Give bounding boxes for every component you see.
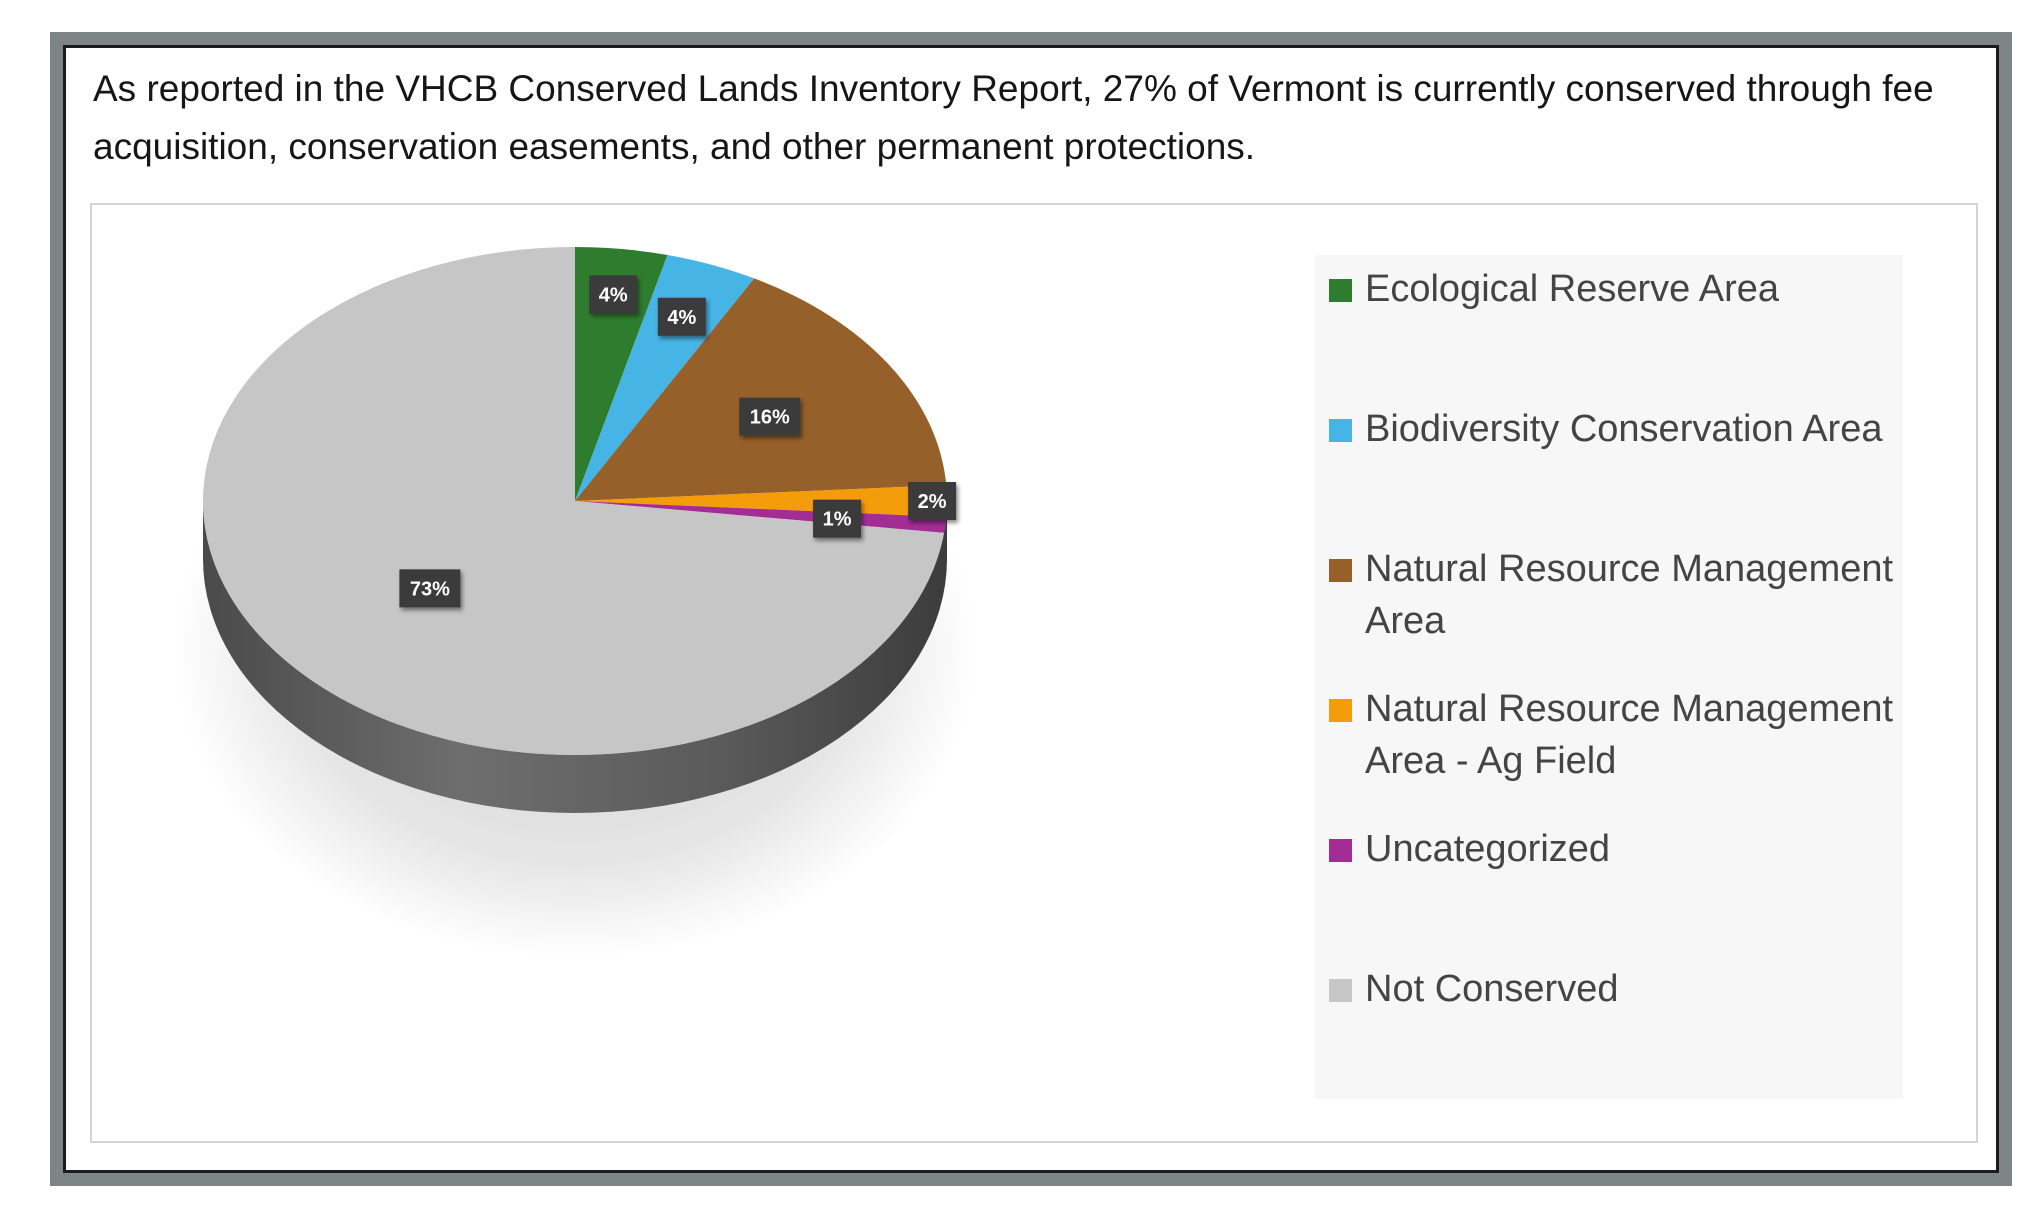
data-label-box	[589, 275, 638, 314]
data-label-text: 73%	[410, 578, 450, 600]
data-label-box	[739, 397, 801, 436]
legend-swatch	[1329, 979, 1352, 1002]
data-label-biodiversity-conservation-area: 4%	[657, 297, 706, 336]
legend-item-biodiversity-conservation-area: Biodiversity Conservation Area	[1329, 403, 1899, 455]
legend-item-natural-resource-management-area-ag-field: Natural Resource Management Area - Ag Fi…	[1329, 683, 1899, 787]
legend-swatch	[1329, 559, 1352, 582]
data-label-box	[908, 482, 957, 520]
figure-panel: As reported in the VHCB Conserved Lands …	[63, 45, 1999, 1173]
data-label-natural-resource-management-area-ag-field: 2%	[908, 482, 957, 520]
legend-label: Natural Resource Management Area	[1365, 548, 1894, 642]
pie-slice-not-conserved	[203, 247, 945, 755]
data-label-text: 4%	[599, 284, 628, 306]
legend-label: Not Conserved	[1365, 968, 1619, 1010]
data-label-text: 2%	[918, 491, 947, 513]
legend-swatch	[1329, 279, 1352, 302]
data-label-ecological-reserve-area: 4%	[589, 275, 638, 314]
data-label-natural-resource-management-area: 16%	[739, 397, 801, 436]
data-label-text: 1%	[823, 509, 852, 531]
pie-chart: 4% 4% 16% 2% 1% 73%	[173, 247, 977, 958]
legend-swatch	[1329, 699, 1352, 722]
legend-item-not-conserved: Not Conserved	[1329, 963, 1899, 1015]
chart-area: 4% 4% 16% 2% 1% 73% Ecological Reserve Area Bi…	[90, 203, 1978, 1143]
legend-item-natural-resource-management-area: Natural Resource Management Area	[1329, 543, 1899, 647]
data-label-not-conserved: 73%	[399, 569, 461, 608]
data-label-uncategorized: 1%	[813, 499, 862, 538]
legend-item-uncategorized: Uncategorized	[1329, 823, 1899, 875]
legend-label: Uncategorized	[1365, 828, 1611, 870]
data-label-box	[813, 499, 862, 538]
legend-item-ecological-reserve-area: Ecological Reserve Area	[1329, 263, 1899, 315]
pie-slice-natural-resource-management-area	[575, 278, 947, 501]
legend-swatch	[1329, 419, 1352, 442]
chart-legend: Ecological Reserve Area Biodiversity Cons…	[1315, 255, 1903, 1099]
figure-caption: As reported in the VHCB Conserved Lands …	[93, 68, 1934, 167]
legend-label: Natural Resource Management Area - Ag Fi…	[1365, 688, 1894, 782]
figure-frame: As reported in the VHCB Conserved Lands …	[50, 32, 2012, 1186]
data-label-box	[399, 569, 461, 608]
pie-side-wall	[203, 501, 947, 813]
data-label-box	[657, 297, 706, 336]
legend-label: Ecological Reserve Area	[1365, 268, 1779, 310]
data-label-text: 16%	[750, 407, 790, 429]
pie-slice-biodiversity-conservation-area	[575, 254, 755, 501]
legend-swatch	[1329, 839, 1352, 862]
data-label-text: 4%	[667, 307, 696, 329]
legend-label: Biodiversity Conservation Area	[1365, 408, 1883, 450]
